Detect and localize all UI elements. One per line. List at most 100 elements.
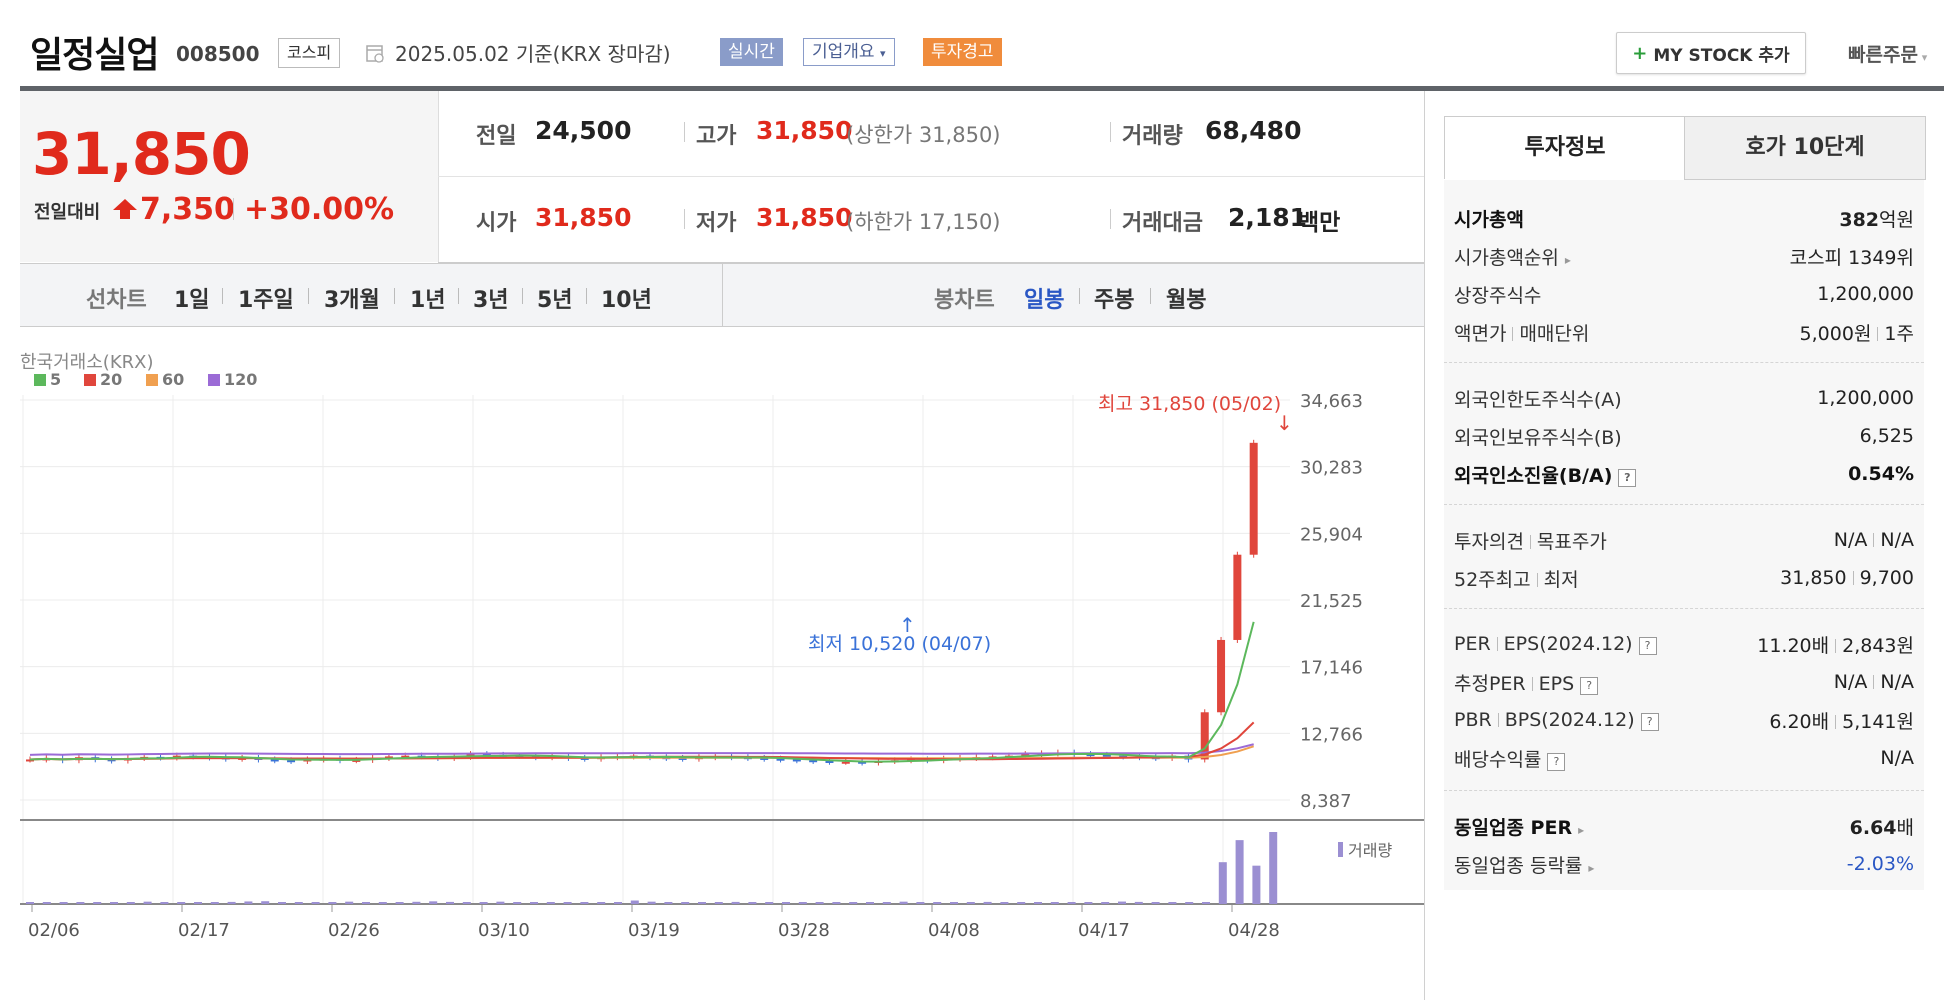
week52-row: 52주최고 최저 31,850 9,700 bbox=[1454, 567, 1914, 591]
candle bbox=[287, 760, 296, 763]
period-1d[interactable]: 1일 bbox=[174, 288, 210, 313]
x-tick-label: 03/10 bbox=[478, 920, 530, 940]
help-icon[interactable]: ? bbox=[1638, 637, 1657, 655]
period-3y[interactable]: 3년 bbox=[473, 288, 509, 313]
help-icon[interactable]: ? bbox=[1640, 713, 1659, 731]
candle bbox=[1119, 755, 1128, 758]
divider bbox=[1110, 209, 1111, 229]
volume-bar bbox=[126, 902, 135, 904]
volume-bar bbox=[647, 901, 656, 904]
prev-close-value: 24,500 bbox=[535, 116, 632, 145]
candle bbox=[825, 760, 834, 763]
volume-bar bbox=[362, 902, 370, 904]
candle bbox=[1086, 754, 1095, 757]
volume-bar bbox=[916, 902, 925, 904]
divider bbox=[1444, 790, 1924, 791]
candle bbox=[841, 761, 850, 764]
candle-daily[interactable]: 일봉 bbox=[1024, 288, 1065, 313]
volume-bar bbox=[950, 902, 958, 904]
volume-label: 거래량 bbox=[1122, 124, 1183, 149]
volume-bar bbox=[1101, 902, 1110, 904]
candle-monthly[interactable]: 월봉 bbox=[1166, 288, 1207, 313]
stock-name: 일정실업 bbox=[30, 35, 159, 76]
volume-bar bbox=[429, 901, 438, 904]
divider bbox=[684, 209, 685, 229]
legend-ma60: 60 bbox=[146, 370, 184, 389]
tab-invest-info[interactable]: 투자정보 bbox=[1444, 116, 1686, 179]
candle bbox=[1200, 712, 1209, 760]
open-label: 시가 bbox=[476, 211, 517, 236]
add-my-stock-button[interactable]: + MY STOCK 추가 bbox=[1616, 32, 1806, 74]
realtime-button[interactable]: 실시간 bbox=[720, 38, 783, 66]
investment-warning-badge: 투자경고 bbox=[923, 38, 1002, 66]
volume-bar bbox=[42, 902, 51, 904]
price-change: 7,350 bbox=[140, 192, 235, 227]
volume-bar bbox=[899, 901, 908, 904]
volume-bar bbox=[1134, 901, 1143, 904]
company-overview-dropdown[interactable]: 기업개요 ▾ bbox=[803, 38, 895, 66]
low-annotation: 최저 10,520 (04/07) bbox=[808, 633, 991, 655]
market-cap-row: 시가총액 382억원 bbox=[1454, 208, 1914, 231]
y-tick-label: 8,387 bbox=[1300, 791, 1352, 812]
period-5y[interactable]: 5년 bbox=[537, 288, 573, 313]
market-cap-rank-row[interactable]: 시가총액순위 ▸ 코스피 1349위 bbox=[1454, 246, 1914, 269]
x-tick-label: 02/26 bbox=[328, 920, 380, 940]
market-badge: 코스피 bbox=[278, 38, 341, 68]
volume-bar bbox=[345, 901, 354, 904]
x-tick-label: 03/28 bbox=[778, 920, 830, 940]
arrow-up-icon: ↑ bbox=[899, 613, 916, 637]
lower-limit: (하한가 17,150) bbox=[846, 210, 1001, 234]
help-icon[interactable]: ? bbox=[1547, 752, 1566, 771]
volume-bar bbox=[1168, 902, 1177, 904]
candle-weekly[interactable]: 주봉 bbox=[1094, 288, 1135, 313]
listed-shares-row: 상장주식수 1,200,000 bbox=[1454, 283, 1914, 307]
volume-bar bbox=[681, 902, 690, 904]
volume-bar bbox=[513, 902, 522, 904]
sector-rate-row[interactable]: 동일업종 등락률 ▸ -2.03% bbox=[1454, 853, 1914, 877]
legend-ma5: 5 bbox=[34, 370, 61, 389]
invest-info-panel bbox=[1444, 180, 1924, 890]
volume-bar bbox=[714, 902, 723, 904]
volume-bar bbox=[782, 902, 790, 904]
volume-bar bbox=[278, 902, 286, 904]
x-tick-label: 02/17 bbox=[178, 920, 230, 940]
price-chart[interactable]: 34,663 30,283 25,904 21,525 17,146 12,766 8,38… bbox=[0, 380, 1424, 940]
volume-bar bbox=[59, 902, 68, 904]
volume-value: 68,480 bbox=[1205, 116, 1302, 145]
volume-bar bbox=[294, 902, 303, 904]
tab-orderbook[interactable]: 호가 10단계 bbox=[1684, 116, 1926, 180]
candle bbox=[792, 759, 801, 762]
help-icon[interactable]: ? bbox=[1580, 676, 1599, 695]
plus-icon: + bbox=[1632, 42, 1648, 64]
volume-bar bbox=[698, 902, 706, 904]
company-overview-label: 기업개요 bbox=[812, 42, 875, 62]
volume-bar bbox=[378, 902, 387, 904]
divider bbox=[394, 288, 395, 304]
arrow-up-icon bbox=[113, 199, 137, 219]
period-1w[interactable]: 1주일 bbox=[238, 288, 294, 313]
help-icon[interactable]: ? bbox=[1618, 468, 1637, 487]
high-label: 고가 bbox=[696, 124, 737, 149]
candle bbox=[1102, 754, 1111, 757]
candle bbox=[678, 757, 687, 760]
y-tick-label: 25,904 bbox=[1300, 524, 1363, 545]
period-3m[interactable]: 3개월 bbox=[324, 288, 380, 313]
volume-bar bbox=[1000, 902, 1009, 904]
y-tick-label: 34,663 bbox=[1300, 391, 1363, 412]
volume-bar bbox=[1017, 902, 1026, 904]
candle bbox=[401, 755, 410, 758]
quick-order-dropdown[interactable]: 빠른주문 ▾ bbox=[1848, 40, 1927, 67]
volume-bar bbox=[462, 902, 471, 904]
volume-bar bbox=[966, 902, 975, 904]
volume-bar bbox=[630, 900, 639, 904]
volume-bar bbox=[748, 902, 757, 904]
sector-per-row[interactable]: 동일업종 PER ▸ 6.64배 bbox=[1454, 816, 1914, 839]
chevron-right-icon: ▸ bbox=[1564, 252, 1571, 267]
stock-code: 008500 bbox=[176, 42, 260, 66]
x-tick-label: 02/06 bbox=[28, 920, 80, 940]
upper-limit: (상한가 31,850) bbox=[846, 123, 1001, 147]
foreign-ratio-row: 외국인소진율(B/A)? 0.54% bbox=[1454, 463, 1914, 487]
volume-bar bbox=[983, 901, 992, 904]
period-10y[interactable]: 10년 bbox=[601, 288, 652, 313]
period-1y[interactable]: 1년 bbox=[410, 288, 446, 313]
